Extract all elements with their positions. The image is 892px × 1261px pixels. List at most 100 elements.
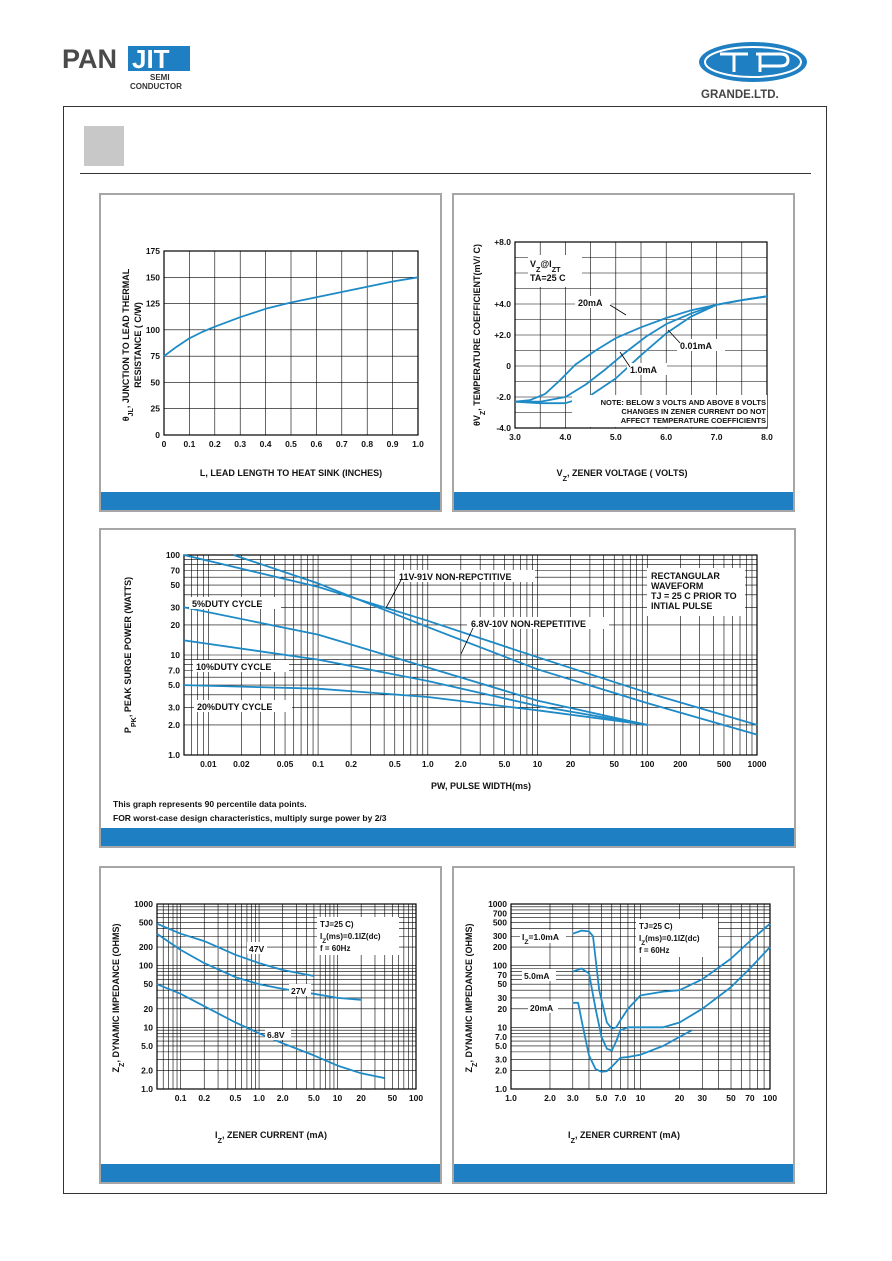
annotation-rect: RECTANGULAR [651,571,720,581]
y-tick-label: 2.0 [495,1065,507,1075]
condition-label: f = 60Hz [639,946,669,955]
condition-label: VZ@IZT [530,259,561,274]
annotation-27v: 27V [291,986,306,996]
y-tick-label: 1.0 [141,1084,153,1094]
condition-label: TJ=25 C) [639,922,673,931]
y-tick-label: 0 [155,430,160,440]
y-tick-label: 30 [498,993,508,1003]
x-tick-label: 0.05 [277,759,294,769]
x-tick-label: 1000 [748,759,767,769]
y-tick-label: -4.0 [496,423,511,433]
x-tick-label: 1.0 [422,759,434,769]
thermal-resistance-chart: 0 0.1 0.2 0.3 0.4 0.5 0.6 0.7 0.8 0.9 1.0 0 25 50 75 10… [121,246,424,478]
panjit-logo: PAN JIT SEMI CONDUCTOR [62,44,190,91]
y-tick-label: 7.0 [495,1032,507,1042]
annotation-bg [677,339,725,351]
leader-line [619,351,631,368]
annotation-1.0mA: 1.0mA [630,365,658,375]
x-tick-label: 0.1 [175,1093,187,1103]
y-tick-label: 20 [498,1004,508,1014]
y-axis-label: ZZ, DYNAMIC IMPEDANCE (OHMS) [111,924,126,1073]
x-axis-label: PW, PULSE WIDTH(ms) [431,781,531,791]
plot-frame [514,241,768,429]
x-tick-label: 0.8 [361,439,373,449]
page-frame [63,106,827,1194]
y-tick-label: 5.0 [168,680,180,690]
x-tick-label: 5.0 [499,759,511,769]
x-tick-label: 500 [717,759,731,769]
annotation-bg [247,942,267,954]
y-tick-label: 1.0 [495,1084,507,1094]
y-tick-label: -2.0 [496,392,511,402]
y-tick-label: 10 [171,650,181,660]
x-tick-label: 5.0 [596,1093,608,1103]
y-tick-label: 50 [498,979,508,989]
annotation-rect: WAVEFORM [651,581,703,591]
annotation-0.01mA: 0.01mA [680,341,713,351]
y-tick-label: 175 [146,246,160,256]
x-tick-label: 0.02 [233,759,250,769]
annotation-bg [194,700,292,712]
x-tick-label: 10 [533,759,543,769]
y-tick-label: 2.0 [141,1065,153,1075]
condition-label: TA=25 C [530,273,566,283]
x-tick-label: 0.2 [345,759,357,769]
annotation-6.8v-10v: 6.8V-10V NON-REPETITIVE [471,619,586,629]
x-axis-label: L, LEAD LENGTH TO HEAT SINK (INCHES) [200,468,382,478]
x-tick-label: 5.0 [610,432,622,442]
annotation-10duty: 10%DUTY CYCLE [196,662,271,672]
x-tick-label: 20 [675,1093,685,1103]
x-tick-label: 3.0 [567,1093,579,1103]
x-tick-label: 1.0 [253,1093,265,1103]
x-tick-label: 0.5 [285,439,297,449]
series-line [183,606,648,726]
x-tick-label: 20 [356,1093,366,1103]
series-line [572,946,771,1052]
y-tick-label: 100 [493,961,507,971]
x-tick-label: 50 [610,759,620,769]
note-line: NOTE: BELOW 3 VOLTS AND ABOVE 8 VOLTS [601,398,766,407]
temperature-coefficient-panel: 3.0 4.0 5.0 6.0 7.0 8.0 -4.0 -2.0 0 +2.0 +4.0 +8.0 V… [452,193,795,512]
annotation-20duty: 20%DUTY CYCLE [197,702,272,712]
panel-footer-bar [101,1164,440,1182]
y-tick-label: 200 [139,942,153,952]
x-tick-label: 100 [409,1093,423,1103]
leader-line [460,627,474,655]
y-tick-label: 7.0 [168,665,180,675]
x-axis-label: VZ, ZENER VOLTAGE ( VOLTS) [557,468,688,483]
x-tick-label: 2.0 [277,1093,289,1103]
annotation-5.0mA: 5.0mA [524,971,550,981]
impedance-right-panel: 1.0 2.0 3.0 5.0 7.0 10 20 30 50 70 100 1.0 2.0 3.0 5.0… [452,866,795,1184]
y-tick-label: 70 [171,565,181,575]
y-tick-label: 75 [151,351,161,361]
x-tick-label: 0.01 [200,759,217,769]
y-tick-label: 20 [144,1004,154,1014]
note-line1: This graph represents 90 percentile data… [113,799,307,809]
series-line [572,1001,693,1073]
y-tick-label: 0 [506,361,511,371]
x-tick-label: 50 [726,1093,736,1103]
panjit-logo-badge [128,46,190,71]
x-tick-label: 0.2 [209,439,221,449]
leader-line [385,579,402,609]
x-tick-label: 0 [162,439,167,449]
panjit-logo-sub2: CONDUCTOR [130,82,182,91]
y-tick-label: 200 [493,942,507,952]
panel-footer-bar [454,492,793,510]
annotation-rect: INTIAL PULSE [651,601,712,611]
series-line [183,554,758,726]
annotation-bg [189,597,281,609]
y-tick-label: 10 [144,1022,154,1032]
y-tick-label: 50 [171,580,181,590]
x-tick-label: 7.0 [615,1093,627,1103]
annotation-bg [627,363,667,375]
x-axis-label: IZ, ZENER CURRENT (mA) [568,1130,680,1145]
x-tick-label: 50 [388,1093,398,1103]
temperature-coefficient-chart: 3.0 4.0 5.0 6.0 7.0 8.0 -4.0 -2.0 0 +2.0 +4.0 +8.0 V… [472,237,773,483]
y-tick-label: 50 [151,377,161,387]
series-line [515,295,768,403]
annotation-bg [520,930,566,943]
x-tick-label: 0.3 [234,439,246,449]
y-tick-label: 3.0 [168,702,180,712]
annotation-bg [265,1028,291,1040]
